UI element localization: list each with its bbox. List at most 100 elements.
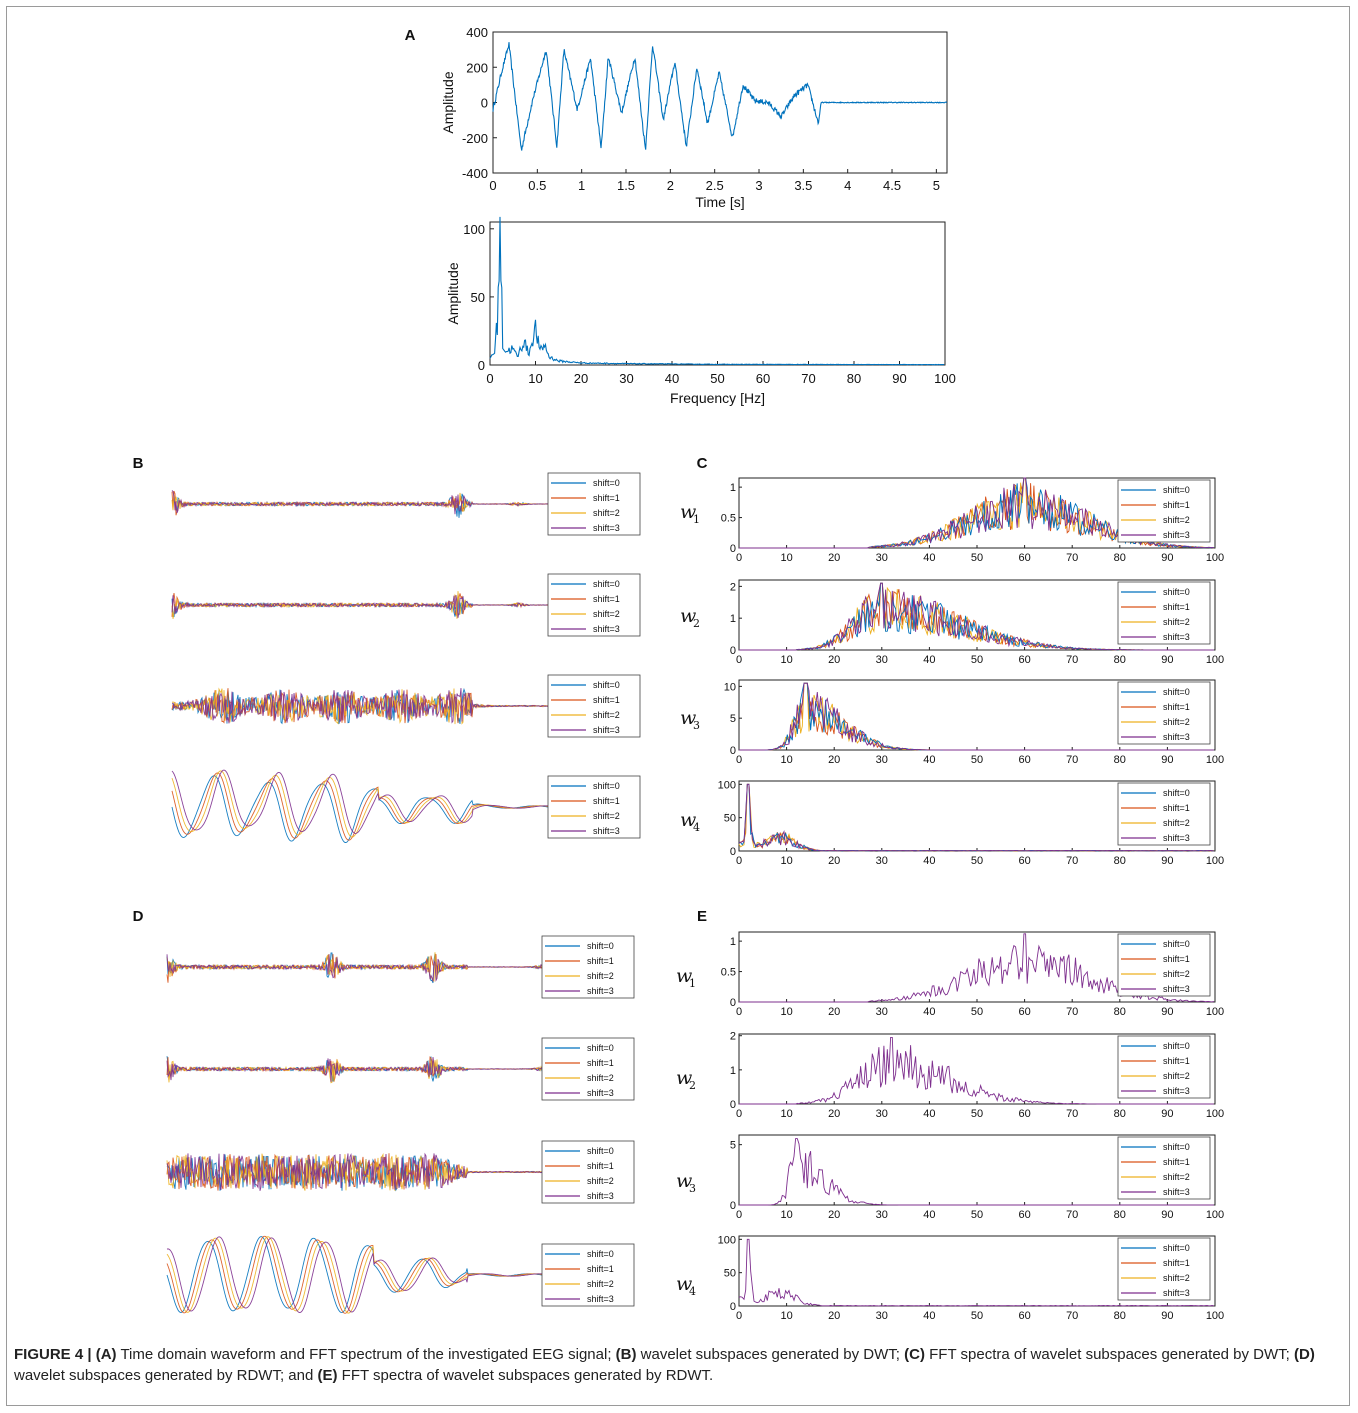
- rdwt-w1-legend-label-0: shift=0: [587, 941, 614, 951]
- dwt-fft-w2-xtick-label: 90: [1161, 654, 1173, 666]
- dwt-fft-w3-legend-label-0: shift=0: [1163, 687, 1190, 697]
- dwt-fft-w1-xtick-label: 30: [876, 552, 888, 564]
- rdwt-w4-legend-label-3: shift=3: [587, 1294, 614, 1304]
- dwt-fft-w2-ytick-label: 2: [730, 581, 736, 593]
- rdwt-w3-trace-shift-3: [166, 1152, 543, 1191]
- rdwt-fft-w2-xtick-label: 70: [1066, 1108, 1078, 1120]
- dwt-fft-w1-ytick-label: 0.5: [721, 513, 736, 525]
- spectrum-xtick-label: 20: [574, 371, 588, 386]
- rdwt-fft-w3-legend-label-3: shift=3: [1163, 1187, 1190, 1197]
- dwt-fft-w4-xtick-label: 50: [971, 855, 983, 867]
- caption-text-e: FFT spectra of wavelet subspaces generat…: [337, 1367, 714, 1384]
- dwt-w1-legend-label-2: shift=2: [593, 508, 620, 518]
- dwt-fft-w4-legend-label-3: shift=3: [1163, 833, 1190, 843]
- dwt-fft-w1-legend-label-3: shift=3: [1163, 530, 1190, 540]
- dwt-w4-legend-label-3: shift=3: [593, 826, 620, 836]
- dwt-fft-w2-xtick-label: 70: [1066, 654, 1078, 666]
- rdwt-fft-w2-ytick-label: 2: [730, 1031, 736, 1043]
- time-ytick-label: 0: [481, 96, 488, 111]
- dwt-w3-trace-shift-2: [171, 687, 549, 725]
- spectrum-ytick-label: 0: [478, 358, 485, 373]
- dwt-w3-legend-label-0: shift=0: [593, 680, 620, 690]
- dwt-fft-w3-xtick-label: 10: [780, 754, 792, 766]
- caption-tag-e: (E): [317, 1367, 338, 1384]
- dwt-fft-w2-xtick-label: 40: [923, 654, 935, 666]
- dwt-w2-legend-label-2: shift=2: [593, 609, 620, 619]
- dwt-fft-w1-xtick-label: 60: [1018, 552, 1030, 564]
- dwt-fft-w4-xtick-label: 70: [1066, 855, 1078, 867]
- dwt-w3-subscript: 3: [693, 719, 700, 732]
- rdwt-fft-w4-xtick-label: 20: [828, 1310, 840, 1322]
- time-ytick-label: -400: [462, 166, 488, 181]
- dwt-fft-w2-legend-label-0: shift=0: [1163, 587, 1190, 597]
- dwt-w1-subscript: 1: [693, 513, 700, 526]
- caption-text-b: wavelet subspaces generated by DWT;: [636, 1346, 905, 1363]
- dwt-w4-legend-label-0: shift=0: [593, 781, 620, 791]
- rdwt-w1-legend-label-1: shift=1: [587, 956, 614, 966]
- rdwt-fft-w2-ytick-label: 0: [730, 1099, 736, 1111]
- dwt-fft-w3-legend-label-1: shift=1: [1163, 702, 1190, 712]
- rdwt-fft-w4-legend-label-0: shift=0: [1163, 1243, 1190, 1253]
- dwt-w4-legend-label-1: shift=1: [593, 796, 620, 806]
- time-ytick-label: -200: [462, 131, 488, 146]
- dwt-fft-w3-xtick-label: 40: [923, 754, 935, 766]
- rdwt-w4-trace-shift-3: [166, 1236, 542, 1313]
- rdwt-fft-w2-xtick-label: 20: [828, 1108, 840, 1120]
- rdwt-fft-w4-legend-label-1: shift=1: [1163, 1258, 1190, 1268]
- rdwt-fft-w2-legend-label-0: shift=0: [1163, 1041, 1190, 1051]
- dwt-fft-w4-ytick-label: 0: [730, 846, 736, 858]
- dwt-w1-legend-label-1: shift=1: [593, 493, 620, 503]
- rdwt-fft-w4-xtick-label: 50: [971, 1310, 983, 1322]
- dwt-fft-w1-legend-label-2: shift=2: [1163, 515, 1190, 525]
- dwt-fft-w1-xtick-label: 100: [1206, 552, 1224, 564]
- rdwt-fft-w1-xtick-label: 0: [736, 1006, 742, 1018]
- dwt-w3-label: w: [680, 707, 696, 729]
- rdwt-fft-w3-xtick-label: 70: [1066, 1209, 1078, 1221]
- time-xtick-label: 2: [667, 178, 674, 193]
- spectrum-xtick-label: 80: [847, 371, 861, 386]
- dwt-w1-trace-shift-3: [171, 490, 549, 515]
- dwt-fft-w3-xtick-label: 30: [876, 754, 888, 766]
- dwt-w3-trace-shift-3: [172, 688, 549, 724]
- dwt-fft-w1-legend-label-1: shift=1: [1163, 500, 1190, 510]
- time-xtick-label: 0.5: [528, 178, 546, 193]
- time-xtick-label: 5: [933, 178, 940, 193]
- rdwt-w1-label: w: [676, 965, 692, 987]
- caption-text-a: Time domain waveform and FFT spectrum of…: [116, 1346, 616, 1363]
- rdwt-fft-w3-legend-label-2: shift=2: [1163, 1172, 1190, 1182]
- dwt-fft-w1-legend-label-0: shift=0: [1163, 485, 1190, 495]
- rdwt-w2-legend-label-2: shift=2: [587, 1073, 614, 1083]
- rdwt-fft-w3-spectrum-shift-3: [739, 1138, 1214, 1206]
- spectrum-xtick-label: 90: [892, 371, 906, 386]
- panel-letter-e: E: [697, 908, 707, 925]
- spectrum-xlabel: Frequency [Hz]: [670, 390, 765, 406]
- time-ytick-label: 200: [466, 60, 488, 75]
- time-xtick-label: 3: [755, 178, 762, 193]
- rdwt-w1-legend-label-3: shift=3: [587, 986, 614, 996]
- dwt-fft-w4-ytick-label: 100: [718, 779, 736, 791]
- rdwt-w2-legend-label-3: shift=3: [587, 1088, 614, 1098]
- rdwt-w2-trace-shift-2: [166, 1058, 543, 1084]
- rdwt-w1-subscript: 1: [689, 977, 696, 990]
- dwt-fft-w2-legend-label-1: shift=1: [1163, 602, 1190, 612]
- rdwt-fft-w3-legend-label-1: shift=1: [1163, 1157, 1190, 1167]
- figure-caption: FIGURE 4 | (A) Time domain waveform and …: [14, 1344, 1334, 1386]
- spectrum-ytick-label: 50: [471, 290, 485, 305]
- rdwt-w4-legend-label-2: shift=2: [587, 1279, 614, 1289]
- rdwt-fft-w2-legend-label-1: shift=1: [1163, 1056, 1190, 1066]
- time-xtick-label: 1: [578, 178, 585, 193]
- rdwt-fft-w2-xtick-label: 0: [736, 1108, 742, 1120]
- dwt-fft-w1-ytick-label: 1: [730, 482, 736, 494]
- dwt-w2-legend-label-3: shift=3: [593, 624, 620, 634]
- panel-letter-a: A: [405, 27, 416, 44]
- dwt-fft-w2-legend-label-2: shift=2: [1163, 617, 1190, 627]
- time-xtick-label: 1.5: [617, 178, 635, 193]
- dwt-fft-w2-ytick-label: 0: [730, 645, 736, 657]
- rdwt-fft-w2-xtick-label: 100: [1206, 1108, 1224, 1120]
- rdwt-w3-label: w: [676, 1170, 692, 1192]
- rdwt-fft-w2-ytick-label: 1: [730, 1065, 736, 1077]
- spectrum-xtick-label: 30: [619, 371, 633, 386]
- rdwt-fft-w1-xtick-label: 90: [1161, 1006, 1173, 1018]
- dwt-w2-subscript: 2: [693, 617, 700, 630]
- dwt-fft-w2-xtick-label: 0: [736, 654, 742, 666]
